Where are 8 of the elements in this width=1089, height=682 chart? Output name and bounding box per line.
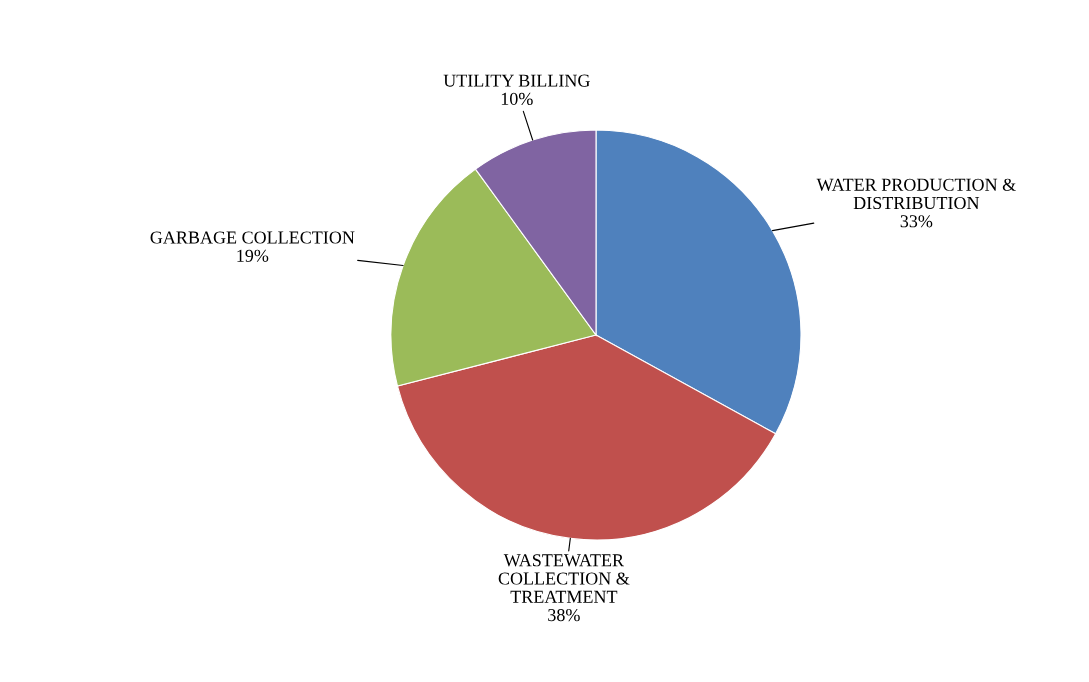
data-label: 19% bbox=[237, 249, 269, 262]
data-label: 10% bbox=[501, 92, 533, 105]
slice-label: GARBAGE COLLECTION bbox=[150, 231, 355, 244]
slice-label: UTILITY BILLING bbox=[443, 74, 590, 87]
slice-label: WATER PRODUCTION & DISTRIBUTION bbox=[816, 178, 1016, 210]
slice-label: WASTEWATER COLLECTION & TREATMENT bbox=[498, 554, 630, 603]
data-label: 33% bbox=[900, 215, 933, 228]
data-label: 38% bbox=[548, 608, 580, 622]
